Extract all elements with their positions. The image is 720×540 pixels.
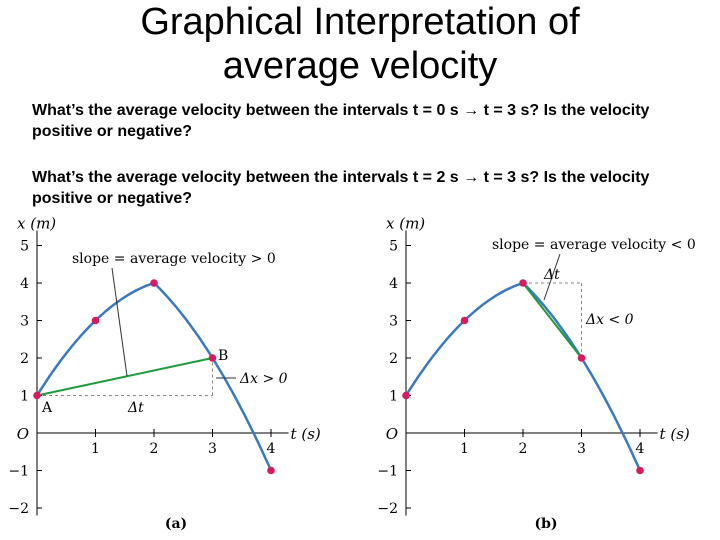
title-line-1: Graphical Interpretation of (140, 1, 580, 43)
title-line-2: average velocity (222, 45, 498, 87)
p1-data-point (33, 391, 41, 400)
p1-y-axis-label: x (m) (17, 215, 56, 233)
p1-dt-label: Δt (127, 400, 144, 416)
p2-data-point (402, 391, 410, 400)
p2-x-tick-label: 2 (519, 441, 528, 457)
p1-slope-pointer (111, 267, 128, 377)
p2-origin-label: O (386, 425, 398, 443)
p1-x-tick-label: 3 (208, 441, 217, 457)
p1-point-B-label: B (218, 348, 228, 364)
p2-x-tick-label: 4 (636, 441, 645, 457)
p2-y-tick-label: 4 (389, 276, 398, 292)
p1-origin-label: O (17, 425, 29, 443)
p2-data-point (577, 354, 586, 362)
p2-y-tick-label: −1 (377, 464, 398, 480)
p2-y-tick-label: −2 (377, 501, 398, 517)
p2-dt-label: Δt (543, 267, 560, 283)
p1-x-axis-label: t (s) (291, 425, 321, 443)
p1-data-point (267, 466, 275, 475)
p2-x-tick-label: 1 (460, 441, 469, 457)
p2-data-point (519, 279, 527, 287)
p2-x-axis-label: t (s) (660, 425, 690, 443)
p2-x-tick-label: 3 (577, 441, 586, 457)
p1-data-point (150, 279, 158, 287)
p2-dx-label: Δx < 0 (585, 312, 634, 328)
slide-title: Graphical Interpretation of average velo… (0, 0, 720, 88)
p1-secant-line (36, 357, 213, 397)
p2-panel-label: (b) (534, 516, 557, 532)
p2-y-tick-label: 5 (389, 239, 398, 255)
p2-y-tick-label: 3 (389, 314, 398, 330)
p2-y-tick-label: 2 (389, 351, 398, 367)
p2-secant-line (522, 282, 583, 359)
p1-panel-label: (a) (165, 516, 187, 532)
p2-data-point (636, 466, 644, 475)
p1-x-tick-label: 1 (91, 441, 100, 457)
p1-dx-label: Δx > 0 (239, 371, 288, 387)
question-2: What’s the average velocity between the … (32, 169, 650, 207)
p2-slope-label: slope = average velocity < 0 (492, 237, 696, 253)
p1-y-tick-label: 2 (20, 351, 29, 367)
p1-x-tick-label: 4 (267, 441, 276, 457)
p1-slope-label: slope = average velocity > 0 (72, 251, 276, 267)
p2-slope-pointer (543, 253, 561, 301)
p1-y-tick-label: −1 (8, 464, 29, 480)
p2-y-axis-label: x (m) (386, 215, 425, 233)
question-1: What’s the average velocity between the … (32, 102, 650, 140)
p2-data-point (460, 316, 469, 325)
p1-y-tick-label: 1 (20, 389, 29, 405)
p1-y-tick-label: 4 (20, 276, 29, 292)
p1-data-point (91, 316, 100, 325)
p1-y-tick-label: 5 (20, 239, 29, 255)
p2-y-tick-label: 1 (389, 389, 398, 405)
p1-x-tick-label: 2 (150, 441, 159, 457)
p1-y-tick-label: 3 (20, 314, 29, 330)
p1-y-tick-label: −2 (8, 501, 29, 517)
p1-data-point (208, 354, 217, 362)
p1-point-A-label: A (41, 400, 53, 416)
